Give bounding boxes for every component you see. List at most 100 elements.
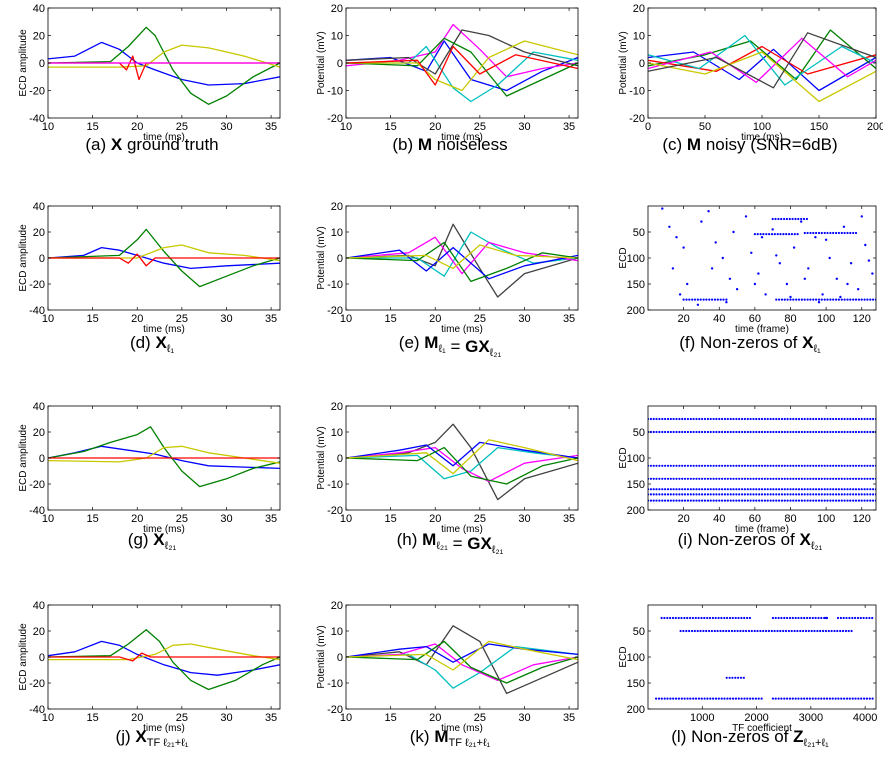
nonzero-point: [749, 697, 752, 700]
nonzero-point: [771, 217, 774, 221]
x-tick-label: 15: [384, 121, 396, 133]
nonzero-point: [767, 629, 771, 633]
nonzero-point: [872, 298, 875, 301]
nonzero-point: [817, 298, 821, 301]
y-axis-label: Potential (mV): [316, 226, 327, 289]
x-tick-label: 15: [86, 313, 98, 325]
x-tick-label: 30: [518, 121, 530, 133]
nonzero-point: [806, 616, 809, 620]
x-tick-label: 100: [817, 313, 835, 325]
y-tick-label: 40: [33, 3, 45, 15]
nonzero-point: [672, 499, 675, 502]
nonzero-point: [809, 464, 812, 467]
nonzero-point: [854, 298, 858, 301]
nonzero-point: [706, 499, 710, 502]
nonzero-point: [766, 464, 769, 467]
nonzero-point: [854, 616, 857, 620]
nonzero-point: [652, 430, 655, 434]
nonzero-point: [685, 629, 688, 633]
nonzero-point: [863, 417, 866, 421]
nonzero-point: [664, 493, 667, 496]
nonzero-point: [655, 430, 658, 434]
nonzero-point: [848, 697, 851, 700]
x-tick-label: 3000: [799, 712, 823, 724]
nonzero-point: [701, 499, 704, 502]
nonzero-point: [809, 430, 812, 434]
y-tick-label: 20: [331, 201, 343, 213]
nonzero-point: [694, 616, 697, 620]
nonzero-point: [652, 417, 655, 421]
nonzero-point: [741, 417, 744, 421]
nonzero-point: [786, 417, 789, 421]
nonzero-point: [823, 493, 826, 496]
nonzero-point: [854, 499, 858, 502]
series-line-5: [346, 640, 578, 671]
plot-area: [648, 206, 876, 310]
nonzero-point: [852, 488, 855, 491]
nonzero-point: [692, 493, 695, 496]
nonzero-point: [775, 430, 778, 434]
series-line-2: [346, 236, 578, 275]
nonzero-point: [694, 697, 698, 700]
nonzero-point: [784, 629, 788, 633]
nonzero-point: [693, 629, 696, 633]
nonzero-point: [719, 298, 722, 301]
nonzero-point: [705, 629, 708, 633]
x-tick-label: 15: [86, 513, 98, 525]
nonzero-point: [696, 298, 700, 301]
nonzero-point: [746, 499, 749, 502]
nonzero-point: [825, 697, 829, 700]
nonzero-point: [723, 430, 727, 434]
nonzero-point: [735, 288, 739, 291]
nonzero-point: [681, 464, 684, 467]
nonzero-point: [734, 697, 738, 700]
nonzero-point: [814, 616, 817, 620]
nonzero-point: [760, 236, 764, 239]
nonzero-point: [715, 488, 718, 491]
nonzero-point: [837, 499, 841, 502]
x-tick-label: 35: [563, 121, 575, 133]
nonzero-point: [766, 417, 769, 421]
nonzero-point: [788, 616, 792, 620]
x-tick-label: 35: [563, 712, 575, 724]
nonzero-point: [732, 493, 735, 496]
nonzero-point: [846, 493, 849, 496]
nonzero-point: [872, 464, 875, 467]
nonzero-point: [803, 697, 806, 700]
nonzero-point: [854, 430, 858, 434]
nonzero-point: [776, 233, 779, 236]
nonzero-point: [750, 251, 753, 254]
nonzero-point: [752, 417, 755, 421]
nonzero-point: [840, 499, 843, 502]
nonzero-point: [753, 629, 756, 633]
nonzero-point: [839, 295, 842, 299]
nonzero-point: [732, 464, 735, 467]
nonzero-point: [705, 298, 708, 301]
nonzero-point: [760, 417, 764, 421]
nonzero-point: [866, 298, 869, 301]
nonzero-point: [672, 477, 675, 480]
series-line-1: [346, 231, 578, 277]
nonzero-point: [835, 430, 838, 434]
nonzero-point: [658, 464, 661, 467]
nonzero-point: [826, 477, 829, 480]
nonzero-point: [788, 233, 791, 236]
nonzero-point: [712, 493, 715, 496]
nonzero-point: [821, 293, 824, 296]
nonzero-point: [755, 477, 758, 480]
x-axis-label: time (ms): [441, 132, 483, 143]
nonzero-point: [672, 417, 675, 421]
nonzero-point: [696, 629, 699, 633]
nonzero-point: [854, 477, 858, 480]
nonzero-point: [695, 430, 698, 434]
nonzero-point: [712, 430, 715, 434]
nonzero-point: [741, 493, 744, 496]
nonzero-point: [778, 499, 781, 502]
nonzero-point: [774, 217, 777, 221]
nonzero-point: [649, 499, 653, 502]
nonzero-point: [699, 629, 702, 633]
nonzero-point: [682, 298, 685, 301]
nonzero-point: [710, 629, 714, 633]
nonzero-point: [808, 616, 812, 620]
nonzero-point: [835, 493, 838, 496]
